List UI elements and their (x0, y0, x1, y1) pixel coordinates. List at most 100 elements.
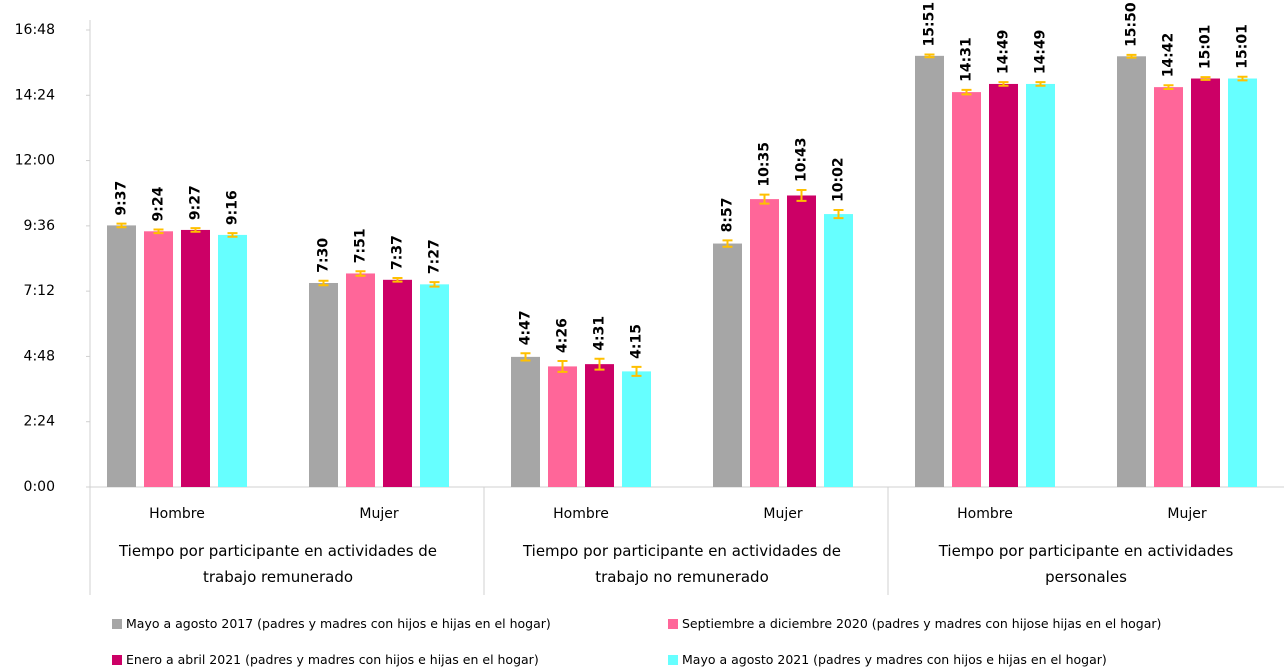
bar (181, 229, 210, 487)
value-label: 14:31 (959, 37, 975, 82)
bar (787, 195, 816, 488)
error-bar (998, 81, 1009, 87)
bar (750, 199, 779, 487)
legend-label: Mayo a agosto 2021 (padres y madres con … (682, 652, 1107, 667)
error-bar (520, 352, 531, 362)
error-bar (355, 270, 366, 277)
legend-swatch (668, 618, 678, 629)
y-tick-label: 7:12 (24, 283, 55, 299)
legend-swatch (112, 618, 122, 629)
error-bar (429, 281, 440, 288)
y-tick-label: 4:48 (24, 348, 55, 364)
value-label: 4:26 (555, 318, 571, 353)
value-label: 4:47 (518, 310, 534, 345)
error-bar (318, 279, 329, 287)
value-label: 7:27 (427, 239, 443, 274)
error-bar (1126, 53, 1137, 59)
bar (511, 356, 540, 487)
bar (548, 366, 577, 487)
x-tick-label: Mujer (359, 506, 398, 522)
value-label: 15:51 (922, 2, 938, 47)
legend-swatch (668, 654, 678, 665)
group-label: Tiempo por participante en actividades d… (118, 542, 438, 586)
error-bar (924, 53, 935, 59)
error-bar (392, 276, 403, 283)
bar (713, 243, 742, 487)
value-label: 15:01 (1198, 25, 1214, 70)
legend-item: Septiembre a diciembre 2020 (padres y ma… (668, 616, 1161, 631)
bar (824, 214, 853, 487)
bar (585, 364, 614, 487)
y-tick-label: 16:48 (15, 22, 55, 38)
bar (107, 225, 136, 488)
error-bar (1200, 76, 1211, 81)
bar (1228, 78, 1257, 487)
legend-item: Mayo a agosto 2017 (padres y madres con … (112, 616, 551, 631)
y-tick-label: 2:24 (24, 414, 56, 430)
legend-item: Mayo a agosto 2021 (padres y madres con … (668, 652, 1107, 667)
group-label: Tiempo por participante en actividades d… (522, 542, 842, 586)
group-label: Tiempo por participante en actividades p… (938, 542, 1234, 586)
value-label: 14:42 (1161, 33, 1177, 78)
legend-item: Enero a abril 2021 (padres y madres con … (112, 652, 539, 667)
error-bar (1237, 75, 1248, 82)
y-tick-label: 9:36 (24, 218, 56, 234)
value-label: 7:30 (316, 238, 332, 273)
error-bar (557, 359, 568, 373)
value-label: 8:57 (720, 198, 736, 233)
value-label: 4:15 (629, 324, 645, 359)
bar (420, 284, 449, 487)
value-label: 15:01 (1235, 24, 1251, 69)
value-label: 10:43 (794, 137, 810, 182)
error-bar (227, 232, 238, 238)
bar (915, 55, 944, 488)
value-label: 9:16 (225, 190, 241, 225)
error-bar (116, 222, 127, 229)
value-label: 9:24 (151, 186, 167, 221)
y-tick-label: 14:24 (15, 87, 55, 103)
value-label: 14:49 (1033, 30, 1049, 75)
value-label: 9:37 (114, 181, 130, 216)
value-label: 7:51 (353, 228, 369, 263)
bar (383, 279, 412, 487)
legend-label: Septiembre a diciembre 2020 (padres y ma… (682, 616, 1162, 631)
error-bar (631, 365, 642, 377)
error-bar (833, 208, 844, 220)
bar (144, 231, 173, 487)
bar (622, 371, 651, 487)
y-tick-label: 0:00 (24, 479, 55, 495)
legend-label: Enero a abril 2021 (padres y madres con … (126, 652, 539, 667)
bar (1026, 83, 1055, 487)
error-bar (961, 88, 972, 96)
x-tick-label: Hombre (149, 506, 205, 522)
value-label: 10:35 (757, 142, 773, 187)
bar (309, 282, 338, 487)
x-tick-label: Hombre (553, 506, 609, 522)
error-bar (1035, 81, 1046, 87)
y-tick-label: 12:00 (15, 153, 55, 169)
legend-swatch (112, 654, 122, 665)
bar (952, 92, 981, 487)
bar (989, 83, 1018, 487)
bar (346, 273, 375, 487)
error-bar (153, 228, 164, 235)
bar (218, 234, 247, 487)
x-tick-label: Mujer (1167, 506, 1206, 522)
value-label: 10:02 (831, 157, 847, 202)
error-bar (594, 357, 605, 371)
value-label: 7:37 (390, 235, 406, 270)
x-tick-label: Hombre (957, 506, 1013, 522)
bar (1154, 87, 1183, 487)
bar (1117, 56, 1146, 488)
value-label: 4:31 (592, 316, 608, 351)
legend-label: Mayo a agosto 2017 (padres y madres con … (126, 616, 551, 631)
value-label: 14:49 (996, 30, 1012, 75)
error-bar (722, 239, 733, 248)
error-bar (190, 227, 201, 233)
error-bar (1163, 84, 1174, 90)
value-label: 15:50 (1124, 2, 1140, 47)
x-tick-label: Mujer (763, 506, 802, 522)
value-label: 9:27 (188, 185, 204, 220)
